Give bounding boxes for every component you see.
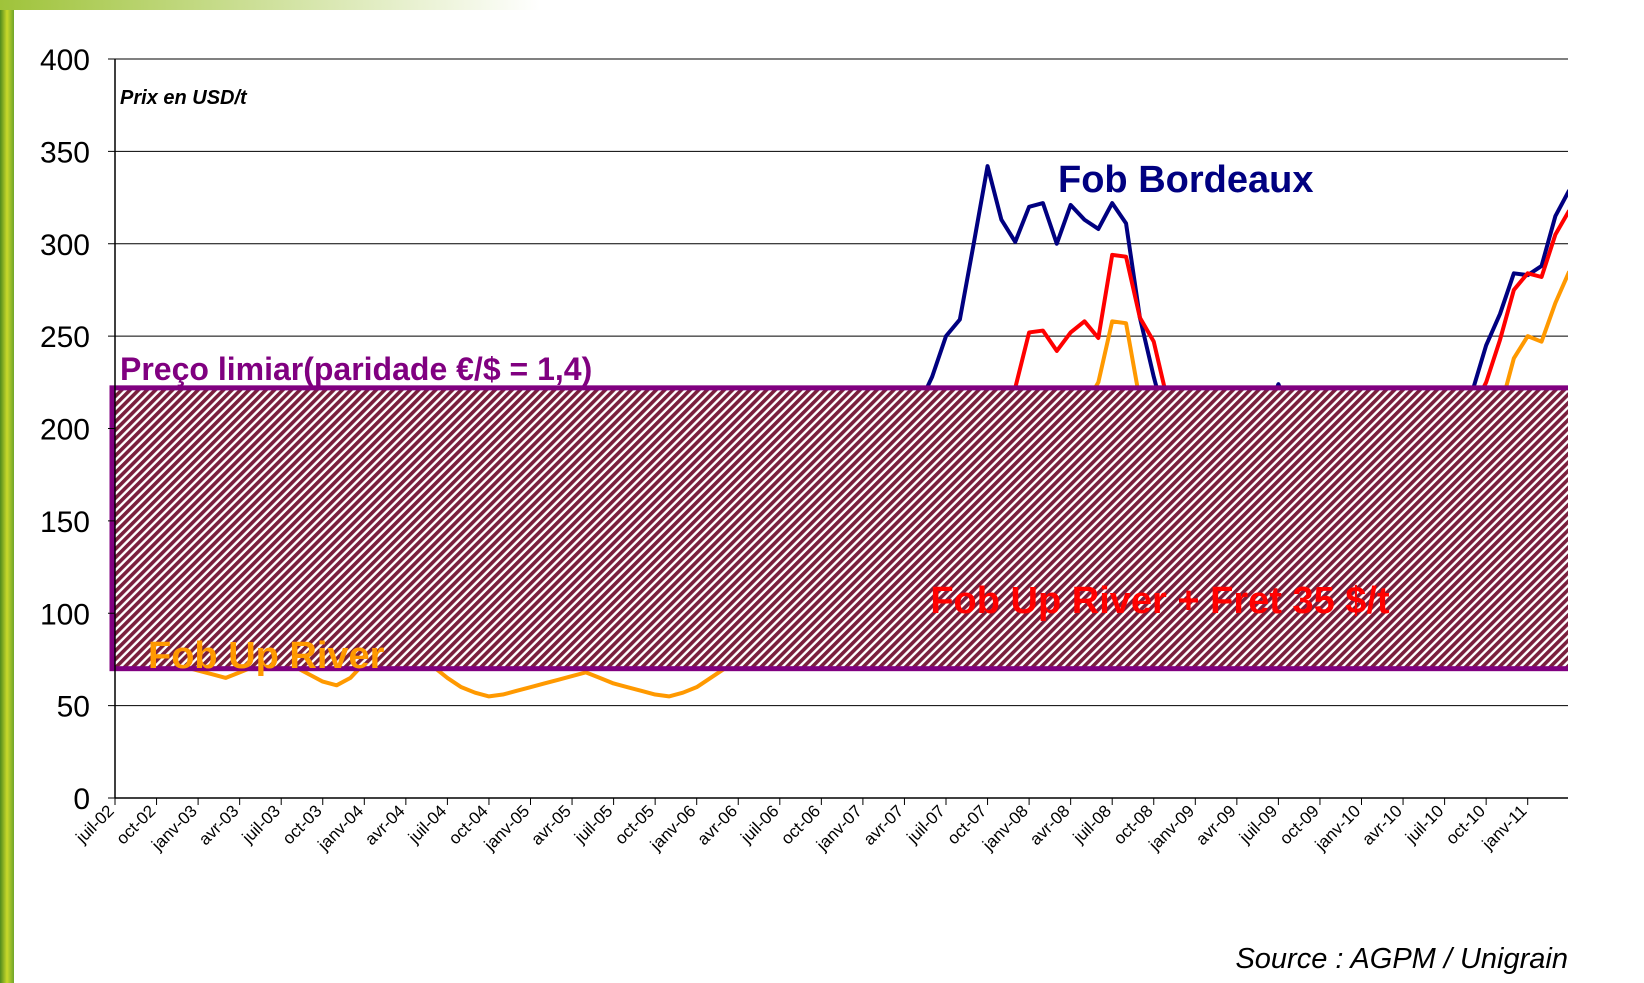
plot [112,59,1644,805]
x-tick-label: juil-10 [1401,801,1447,847]
x-tick-label: janv-06 [646,801,700,855]
x-tick-label: juil-03 [238,801,284,847]
x-tick-label: avr-03 [195,801,243,849]
x-tick-label: janv-08 [978,801,1032,855]
x-tick-label: juil-08 [1069,801,1115,847]
x-tick-label: avr-07 [860,801,908,849]
x-tick-label: juil-07 [903,801,949,847]
decor-top [0,0,540,10]
x-tick-label: avr-04 [361,801,409,849]
x-tick-label: juil-05 [570,801,616,847]
threshold-band [112,388,1644,669]
y-tick-label: 100 [40,598,90,631]
x-tick-label: avr-06 [694,801,742,849]
subtitle: Prix en USD/t [120,87,248,109]
x-tick-label: juil-04 [404,801,450,847]
band-label: Preço limiar(paridade €/$ = 1,4) [120,351,592,387]
series-label: Fob Up River [148,635,385,677]
source: Source : AGPM / Unigrain [1235,943,1568,975]
y-tick-label: 0 [73,783,90,816]
x-tick-label: avr-08 [1026,801,1074,849]
x-tick-label: janv-03 [147,801,201,855]
x-tick-label: janv-10 [1311,801,1365,855]
y-tick-label: 150 [40,506,90,539]
y-tick-label: 50 [57,691,90,724]
x-tick-label: avr-05 [527,801,575,849]
decor-strip [0,0,14,983]
x-tick-label: juil-09 [1235,801,1281,847]
series-label: Fob Up River + Fret 35 $/t [930,580,1390,622]
x-tick-label: janv-04 [314,801,368,855]
y-tick-label: 200 [40,414,90,447]
y-tick-label: 300 [40,229,90,262]
x-tick-label: avr-09 [1192,801,1240,849]
y-tick-label: 400 [40,44,90,77]
x-tick-label: avr-10 [1358,801,1406,849]
x-tick-label: janv-11 [1478,801,1531,854]
page: {"chart_data": { "type": "line", "subtit… [0,0,1644,983]
y-tick-label: 250 [40,321,90,354]
x-tick-label: janv-09 [1145,801,1199,855]
series-label: Fob Bordeaux [1058,159,1313,201]
y-tick-label: 350 [40,136,90,169]
x-tick-label: juil-06 [736,801,782,847]
x-tick-label: janv-07 [812,801,866,855]
x-tick-label: janv-05 [480,801,534,855]
chart: Prix en USD/t Source : AGPM / Unigrain 0… [0,0,1644,983]
